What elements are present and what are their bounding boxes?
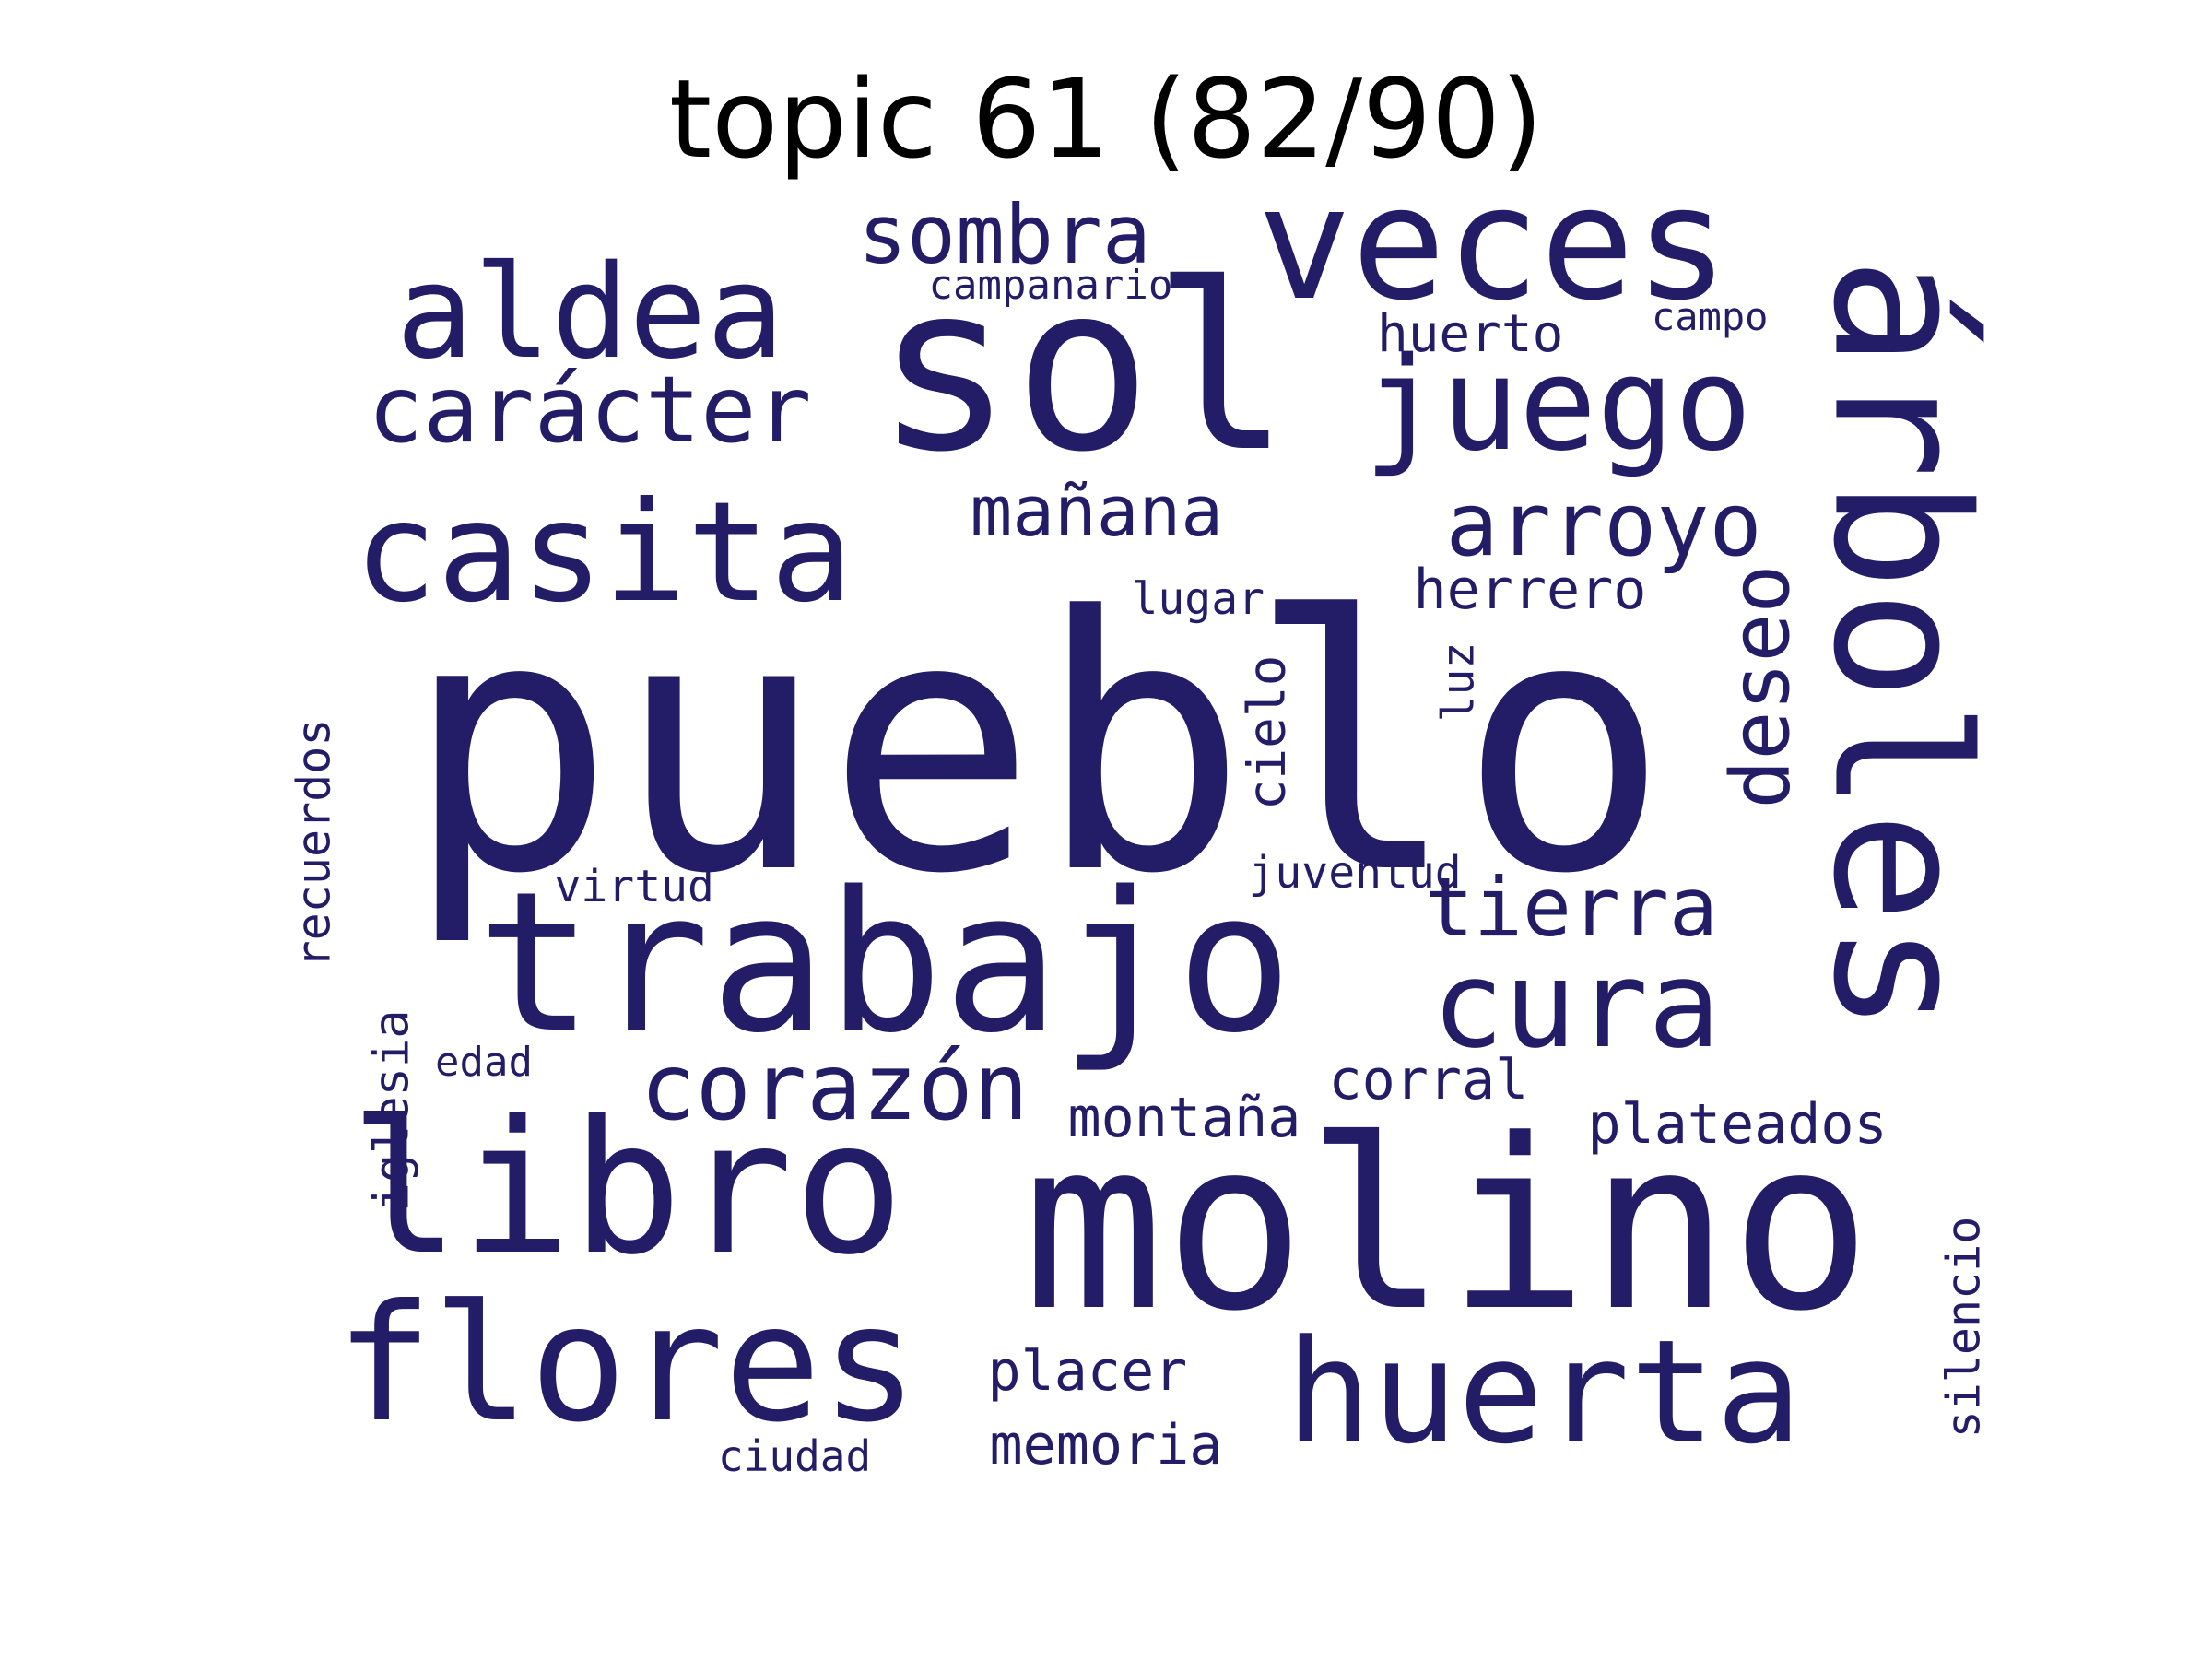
word-recuerdos: recuerdos (286, 718, 340, 969)
word-deseo: deseo (1712, 564, 1807, 809)
word-huerta: huerta (1286, 1308, 1802, 1476)
word-juventud: juventud (1248, 847, 1462, 899)
word-arroyo: arroyo (1445, 474, 1762, 576)
word-placer: placer (987, 1339, 1188, 1404)
word-molino: molino (1022, 1088, 1872, 1363)
word-silencio: silencio (1936, 1216, 1990, 1439)
word-veces: veces (1257, 153, 1729, 335)
word-montana: montaña (1067, 1086, 1301, 1150)
word-casita: casita (354, 473, 853, 633)
word-lugar: lugar (1131, 573, 1265, 625)
word-luz: luz (1431, 641, 1484, 723)
chart-title: topic 61 (82/90) (668, 55, 1544, 182)
word-corazon: corazón (640, 1033, 1029, 1141)
word-ciudad: ciudad (718, 1431, 872, 1481)
word-memoria: memoria (989, 1413, 1223, 1477)
word-virtud: virtud (554, 861, 714, 912)
word-cielo: cielo (1236, 654, 1297, 811)
word-arboles: árboles (1791, 256, 2006, 1034)
word-juego: juego (1363, 330, 1752, 480)
word-sol: sol (875, 234, 1291, 502)
word-campanario: campanario (928, 262, 1173, 309)
word-trabajo: trabajo (477, 850, 1293, 1076)
word-aldea: aldea (395, 238, 784, 388)
word-pueblo: pueblo (404, 542, 1670, 950)
word-libro: libro (349, 1081, 905, 1296)
word-plateados: plateados (1587, 1092, 1888, 1157)
word-edad: edad (435, 1039, 533, 1086)
word-campo: campo (1652, 294, 1769, 339)
word-herrero: herrero (1413, 558, 1647, 622)
word-tierra: tierra (1425, 860, 1718, 955)
word-corral: corral (1328, 1048, 1529, 1112)
word-huerto: huerto (1377, 304, 1564, 364)
word-flores: flores (335, 1270, 919, 1458)
word-manana: mañana (970, 470, 1224, 552)
word-sombra: sombra (858, 187, 1151, 282)
word-cura: cura (1431, 935, 1721, 1075)
word-iglesia: iglesia (364, 1009, 420, 1212)
word-caracter: carácter (368, 356, 812, 464)
